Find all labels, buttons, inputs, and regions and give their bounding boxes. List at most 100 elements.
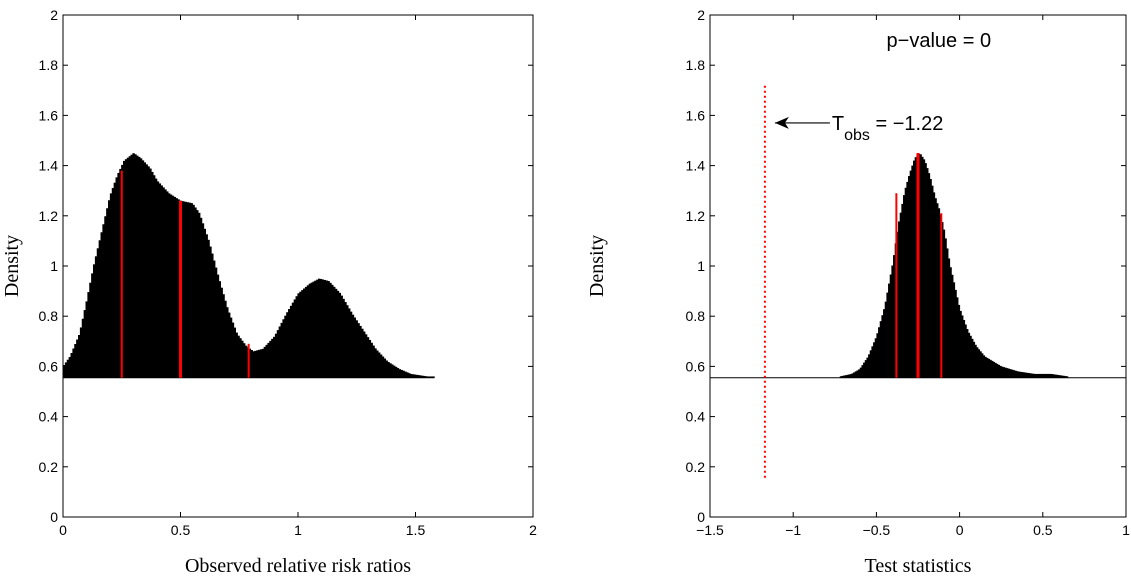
histogram-bar bbox=[164, 189, 167, 378]
histogram-bar bbox=[932, 192, 936, 378]
histogram-bar bbox=[391, 364, 394, 378]
histogram-bar bbox=[979, 351, 982, 378]
histogram-bar bbox=[1037, 373, 1040, 378]
histogram-bar bbox=[139, 158, 143, 378]
histogram-bar bbox=[136, 155, 139, 378]
histogram-bar bbox=[1051, 374, 1054, 378]
histogram-bar bbox=[119, 168, 122, 378]
histogram-bar bbox=[205, 234, 208, 378]
histogram-bar bbox=[851, 373, 854, 378]
y-tick-label: 0.6 bbox=[39, 358, 59, 374]
histogram-bar bbox=[957, 304, 961, 378]
histogram-bar bbox=[334, 288, 338, 378]
histogram-bar bbox=[229, 317, 233, 378]
histogram-bar bbox=[387, 362, 390, 378]
histogram-bar bbox=[987, 358, 991, 378]
histogram-bar bbox=[1044, 373, 1047, 378]
histogram-bar bbox=[853, 372, 856, 378]
histogram-bar bbox=[393, 365, 396, 378]
histogram-bar bbox=[936, 203, 939, 378]
histogram-bar bbox=[372, 345, 375, 378]
y-tick-label: 0.8 bbox=[686, 308, 706, 324]
histogram-bar bbox=[374, 348, 377, 378]
histogram-bar bbox=[267, 342, 270, 378]
histogram-bar bbox=[911, 165, 914, 378]
histogram-bar bbox=[297, 293, 300, 378]
histogram-bar bbox=[237, 335, 240, 378]
histogram-bar bbox=[934, 198, 937, 378]
histogram-bar bbox=[109, 193, 113, 378]
histogram-bar bbox=[299, 291, 302, 378]
histogram-bar bbox=[1007, 368, 1011, 378]
histogram-bar bbox=[68, 357, 72, 378]
histogram-bar bbox=[927, 173, 931, 378]
histogram-bar bbox=[954, 289, 957, 378]
histogram-bar bbox=[409, 373, 413, 378]
histogram-bar bbox=[981, 353, 984, 378]
histogram-bar bbox=[158, 183, 162, 378]
histogram-bar bbox=[874, 338, 877, 378]
histogram-bar bbox=[1019, 371, 1022, 378]
histogram-bar bbox=[1061, 375, 1064, 378]
histogram-bar bbox=[211, 253, 214, 378]
histogram-bar bbox=[871, 346, 874, 378]
histogram-bar bbox=[364, 334, 368, 378]
histogram-bar bbox=[70, 353, 73, 378]
histogram-bar bbox=[143, 162, 147, 378]
histogram-bar bbox=[952, 282, 956, 378]
histogram-bar bbox=[147, 166, 150, 378]
histogram-bar bbox=[956, 297, 959, 378]
histogram-bar bbox=[1011, 369, 1014, 378]
histogram-bar bbox=[966, 329, 969, 378]
histogram-bar bbox=[316, 279, 319, 378]
histogram-bar bbox=[946, 248, 949, 378]
histogram-bar bbox=[126, 157, 130, 378]
histogram-bar bbox=[128, 156, 132, 378]
histogram-bar bbox=[972, 341, 976, 378]
histogram-bar bbox=[224, 300, 227, 378]
histogram-bar bbox=[87, 292, 90, 378]
histogram-bar bbox=[280, 322, 283, 378]
histogram-bar bbox=[244, 345, 248, 378]
y-tick-label: 1.2 bbox=[39, 208, 59, 224]
x-tick-label: −1.5 bbox=[696, 522, 724, 538]
histogram-bar bbox=[104, 216, 107, 378]
histogram-bar bbox=[100, 232, 103, 378]
histogram-bar bbox=[288, 309, 291, 378]
histogram-bar bbox=[402, 370, 405, 378]
histogram-bar bbox=[183, 201, 186, 378]
histogram-bar bbox=[404, 371, 407, 378]
histogram-bar bbox=[252, 351, 255, 378]
histogram-bar bbox=[861, 365, 864, 378]
histogram-bar bbox=[263, 346, 267, 378]
histogram-bar bbox=[999, 365, 1002, 378]
histogram-bar bbox=[319, 279, 323, 378]
x-axis-label: Observed relative risk ratios bbox=[185, 555, 411, 577]
histogram-bar bbox=[996, 363, 999, 378]
y-tick-label: 1.8 bbox=[686, 57, 706, 73]
histogram-bar bbox=[74, 344, 77, 378]
histogram-bar bbox=[329, 282, 332, 378]
histogram-bar bbox=[846, 374, 849, 378]
y-tick-label: 1.8 bbox=[39, 57, 59, 73]
histogram-bar bbox=[873, 342, 876, 378]
histogram-bar bbox=[66, 359, 70, 378]
histogram-bars bbox=[839, 153, 1069, 378]
histogram-bar bbox=[843, 375, 846, 378]
histogram-bar bbox=[859, 367, 862, 378]
histogram-bar bbox=[1047, 373, 1050, 378]
histogram-bar bbox=[312, 281, 315, 378]
histogram-bar bbox=[901, 203, 904, 378]
histogram-bar bbox=[866, 357, 869, 378]
histogram-bar bbox=[79, 327, 83, 378]
histogram-bar bbox=[1001, 366, 1004, 378]
histogram-bar bbox=[868, 354, 871, 378]
histogram-bar bbox=[141, 160, 145, 378]
histogram-bar bbox=[340, 295, 343, 378]
histogram-bar bbox=[1041, 373, 1044, 378]
histogram-bar bbox=[160, 185, 163, 378]
histogram-bar bbox=[192, 204, 195, 378]
histogram-bar bbox=[876, 333, 879, 378]
histogram-bar bbox=[898, 221, 901, 378]
histogram-bar bbox=[896, 231, 899, 378]
